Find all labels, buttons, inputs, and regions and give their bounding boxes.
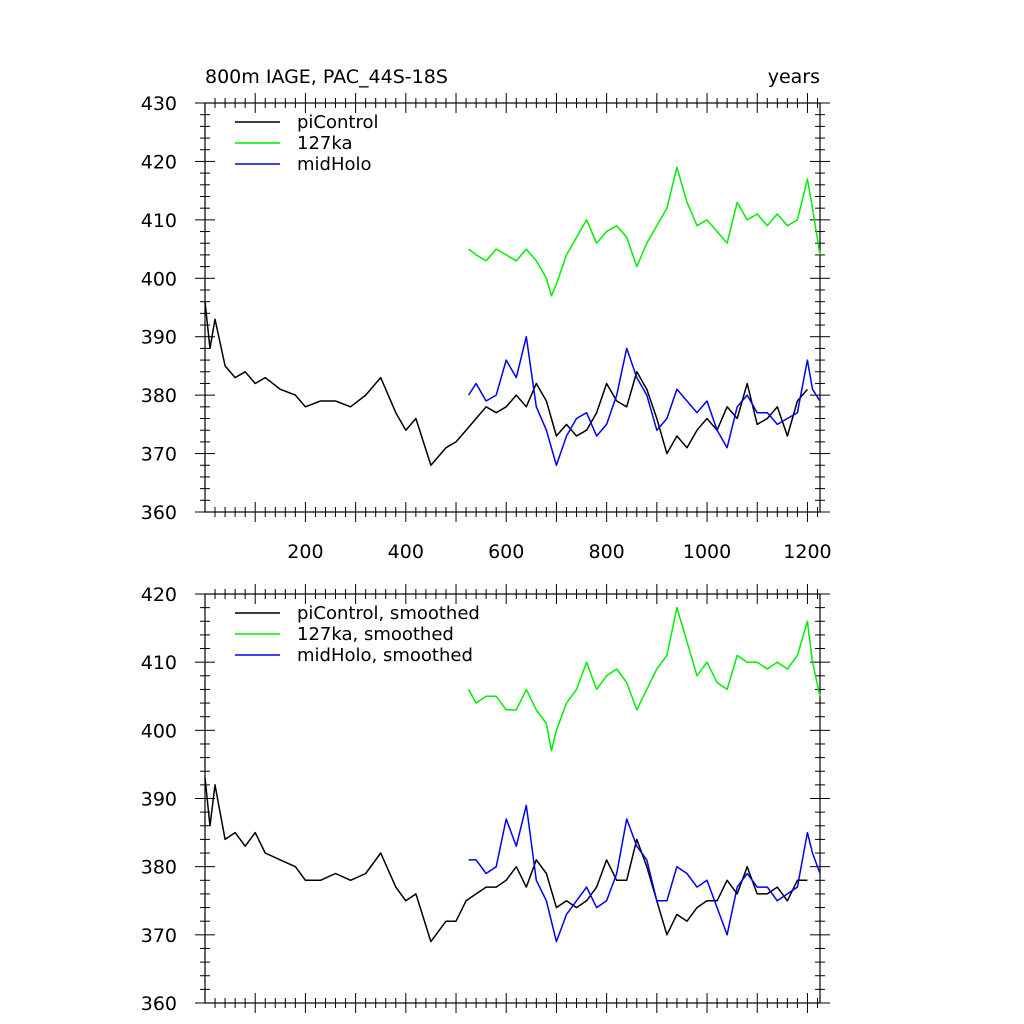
y-tick-label: 420 [141, 151, 177, 173]
x-tick-label: 400 [388, 541, 424, 563]
series-line-127ka [468, 166, 821, 297]
x-tick-label: 200 [287, 541, 323, 563]
y-tick-label: 360 [141, 502, 177, 524]
chart-title: 800m IAGE, PAC_44S-18S [205, 66, 448, 88]
series-line-midHolo [468, 804, 821, 943]
y-tick-label: 410 [141, 210, 177, 232]
legend-label: midHolo, smoothed [297, 645, 473, 666]
top-panel: 360 370 380 390 400 410 420 430 200 400 600 800 1000… [141, 93, 832, 563]
series-line-127ka [467, 606, 821, 752]
y-tick-label: 420 [141, 584, 177, 606]
x-tick-label: 800 [588, 541, 624, 563]
y-tick-label: 400 [141, 720, 177, 742]
x-tick-label: 600 [488, 541, 524, 563]
legend-label: midHolo [297, 154, 372, 175]
y-tick-label: 410 [141, 652, 177, 674]
legend-label: piControl [297, 112, 379, 133]
y-tick-label: 370 [141, 444, 177, 466]
y-tick-label: 370 [141, 925, 177, 947]
y-tick-label: 430 [141, 93, 177, 115]
y-tick-label: 390 [141, 789, 177, 811]
y-tick-label: 360 [141, 993, 177, 1015]
legend-label: 127ka [297, 133, 353, 154]
bottom-panel: 360 370 380 390 400 410 420 piControl, smoothed… [141, 584, 830, 1015]
y-tick-label: 380 [141, 857, 177, 879]
x-tick-label: 1000 [683, 541, 731, 563]
series-line-midHolo [467, 335, 821, 467]
y-tick-label: 400 [141, 268, 177, 290]
x-tick-label: 1200 [783, 541, 831, 563]
legend-label: 127ka, smoothed [297, 624, 454, 645]
series-line-piControl [204, 777, 808, 943]
y-tick-label: 380 [141, 385, 177, 407]
series-line-piControl [204, 301, 808, 467]
y-tick-label: 390 [141, 327, 177, 349]
legend-label: piControl, smoothed [297, 603, 480, 624]
chart-units-label: years [768, 66, 820, 88]
